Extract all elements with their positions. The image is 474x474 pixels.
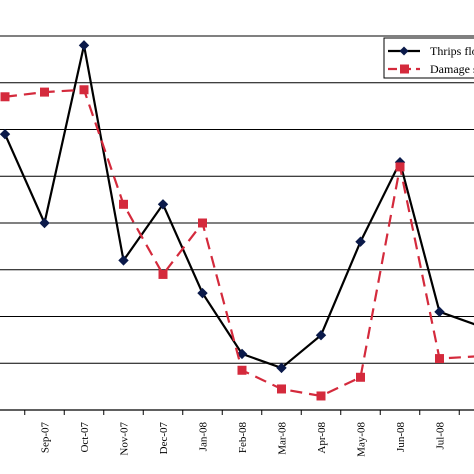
legend-label: Damage s [430,62,474,76]
data-point [197,287,208,299]
x-tick-label: Mar-08 [277,422,289,455]
series-2 [0,85,474,401]
data-point [355,236,366,247]
legend-box [383,37,474,79]
legend-label: Thrips flo [430,44,474,58]
legend-entry: Thrips flo [388,44,474,58]
series-layer [0,40,474,401]
data-point [79,85,89,95]
x-tick-label: Jul-08 [435,422,447,450]
legend-swatch-marker [400,64,409,74]
data-point [277,384,286,394]
data-point [158,269,168,279]
data-point [0,92,10,102]
x-tick-label: Feb-08 [237,422,249,454]
x-tick-label: Apr-08 [316,422,328,454]
data-point [276,362,287,374]
data-point [118,255,129,266]
legend-swatch-marker [399,46,409,56]
legend-entry: Damage s [388,62,474,76]
data-point [198,218,207,228]
legend: Thrips flo Damage s [383,37,474,79]
data-point [78,40,90,51]
x-tick-label: Oct-07 [79,422,91,453]
x-tick-labels: Sep-07 Oct-07 Nov-07 Dec-07 Jan-08 Feb-08 Mar-… [40,422,447,457]
series-line [3,45,474,370]
data-point [237,365,247,375]
data-point [236,348,248,360]
x-tick-label: May-08 [356,422,368,457]
x-tick-label: Dec-07 [158,422,170,455]
data-point [40,87,49,97]
x-tick-label: Jun-08 [395,422,407,452]
gridlines [0,35,474,364]
data-point [0,128,11,140]
x-tick-label: Sep-07 [40,422,52,454]
axes [0,409,474,415]
series-1 [0,40,474,374]
data-point [434,306,445,318]
data-point [316,391,326,401]
series-line [4,88,474,398]
x-tick-label: Jan-08 [198,422,210,452]
data-point [315,329,327,341]
data-point [356,372,365,382]
data-point [157,199,169,210]
data-point [119,199,128,209]
data-point [39,217,50,229]
data-point [395,162,405,172]
data-point [435,354,444,364]
x-tick-label: Nov-07 [119,422,131,456]
